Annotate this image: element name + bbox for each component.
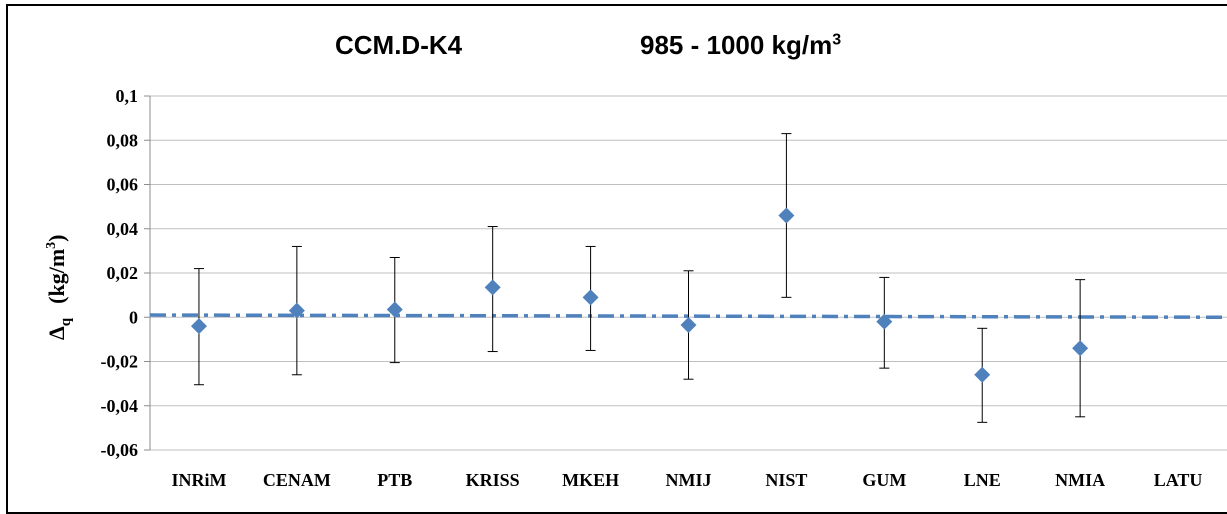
chart-title: CCM.D-K4 [335, 30, 463, 60]
data-point-diamond [778, 207, 795, 224]
y-tick-label: -0,02 [101, 352, 139, 372]
x-category-label: NMIA [1055, 470, 1105, 490]
y-tick-label: -0,06 [101, 440, 139, 460]
y-tick-labels: 0,1 0,08 0,06 0,04 0,02 0 -0,02 -0,04 -0,06 [101, 86, 139, 460]
y-tick-label: 0,04 [107, 219, 139, 239]
data-point-diamond [974, 366, 991, 383]
y-axis-label-symbol: Δ [44, 326, 69, 340]
chart-frame [6, 4, 1227, 514]
y-axis-label-superscript: 3 [44, 242, 59, 249]
data-point-diamond [876, 313, 893, 330]
x-category-label: PTB [377, 470, 412, 490]
x-category-label: NIST [765, 470, 807, 490]
chart-subtitle-text: 985 - 1000 kg/m [640, 30, 833, 60]
data-point-diamond [288, 302, 305, 319]
y-tick-label: 0 [129, 307, 138, 327]
y-axis-label: Δq (kg/m3) [44, 235, 74, 340]
grid-lines [144, 95, 1227, 451]
x-category-labels: INRiM CENAM PTB KRISS MKEH NMIJ NIST GUM LNE NMIA… [171, 470, 1202, 490]
x-category-label: MKEH [562, 470, 619, 490]
x-category-label: LNE [964, 470, 1001, 490]
y-axis-label-subscript: q [58, 317, 74, 326]
y-tick-label: 0,1 [116, 86, 139, 106]
error-bars [193, 133, 1086, 423]
y-tick-label: 0,08 [107, 130, 139, 150]
data-point-diamond [386, 301, 403, 318]
chart-subtitle-superscript: 3 [832, 31, 842, 49]
reference-line [149, 313, 1227, 319]
data-point-diamond [190, 318, 207, 335]
data-point-diamond [1072, 340, 1089, 357]
data-point-diamond [582, 289, 599, 306]
y-axis-label-units: (kg/m [44, 249, 69, 304]
data-point-diamond [484, 279, 501, 296]
y-tick-label: 0,02 [107, 263, 139, 283]
scatter-chart: 0,1 0,08 0,06 0,04 0,02 0 -0,02 -0,04 -0,06 INRi… [44, 86, 1227, 490]
x-category-label: CENAM [263, 470, 331, 490]
chart-subtitle: 985 - 1000 kg/m3 [640, 30, 841, 61]
y-axis-label-close: ) [44, 235, 69, 242]
x-category-label: KRISS [466, 470, 520, 490]
reference-dashdot-line [149, 313, 1227, 319]
y-tick-label: -0,04 [101, 396, 139, 416]
x-category-label: LATU [1154, 470, 1203, 490]
x-category-label: INRiM [171, 470, 226, 490]
data-points [190, 207, 1089, 383]
chart-title-block: CCM.D-K4 985 - 1000 kg/m3 [0, 30, 1227, 70]
x-category-label: GUM [862, 470, 906, 490]
data-point-diamond [680, 316, 697, 333]
y-tick-label: 0,06 [107, 175, 139, 195]
x-category-label: NMIJ [666, 470, 712, 490]
